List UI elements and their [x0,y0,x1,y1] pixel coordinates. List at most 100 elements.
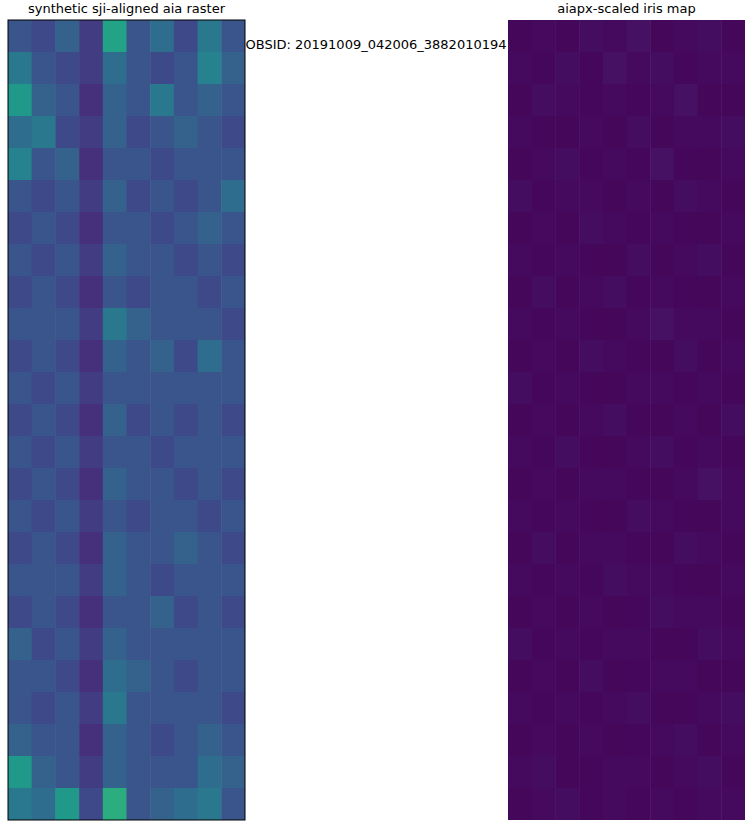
cell [627,308,651,341]
cell [79,660,103,693]
cell [674,404,698,437]
cell [603,788,627,820]
cell [508,84,532,117]
cell [55,180,79,213]
cell [8,340,32,373]
cell [555,308,579,341]
cell [127,212,151,245]
cell [127,724,151,757]
cell [103,756,127,789]
cell [627,532,651,565]
cell [627,436,651,469]
cell [32,468,56,501]
cell [532,404,556,437]
cell [721,596,745,629]
cell [174,500,198,533]
cell [198,660,222,693]
cell [103,532,127,565]
cell [198,244,222,277]
figure: synthetic sji-aligned aia rasteraiapx-sc… [0,0,745,825]
cell [650,628,674,661]
cell [198,724,222,757]
cell [650,692,674,725]
cell [579,436,603,469]
cell [55,628,79,661]
cell [555,52,579,85]
cell [698,308,722,341]
cell [32,660,56,693]
cell [55,692,79,725]
cell [603,724,627,757]
cell [174,756,198,789]
cell [603,628,627,661]
cell [532,52,556,85]
cell [79,180,103,213]
cell [127,404,151,437]
cell [627,180,651,213]
cell [508,340,532,373]
cell [174,692,198,725]
cell [221,276,245,309]
cell [579,180,603,213]
cell [221,52,245,85]
cell [721,372,745,405]
cell [221,212,245,245]
cell [532,340,556,373]
cell [150,20,174,53]
cell [32,148,56,181]
cell [603,180,627,213]
cell [721,564,745,597]
cell [150,788,174,820]
cell [508,436,532,469]
cell [698,660,722,693]
cell [627,564,651,597]
cell [698,84,722,117]
cell [508,788,532,820]
cell [698,244,722,277]
cell [150,276,174,309]
cell [8,660,32,693]
cell [698,404,722,437]
cell [198,372,222,405]
cell [698,436,722,469]
cell [698,20,722,53]
cell [627,724,651,757]
cell [674,116,698,149]
cell [79,116,103,149]
cell [32,180,56,213]
cell [579,20,603,53]
cell [579,308,603,341]
cell [698,596,722,629]
cell [198,20,222,53]
cell [79,276,103,309]
cell [627,148,651,181]
cell [603,148,627,181]
cell [674,84,698,117]
cell [532,660,556,693]
cell [127,596,151,629]
cell [650,564,674,597]
cell [650,500,674,533]
cell [150,372,174,405]
cell [508,308,532,341]
cell [650,116,674,149]
cell [79,500,103,533]
cell [579,340,603,373]
cell [579,116,603,149]
cell [127,500,151,533]
frame [8,20,245,820]
cell [627,340,651,373]
cell [103,276,127,309]
cell [579,532,603,565]
cell [150,148,174,181]
cell [650,788,674,820]
cell [532,788,556,820]
cell [221,84,245,117]
cell [198,628,222,661]
cell [103,212,127,245]
cell [532,244,556,277]
cell [32,372,56,405]
cell [721,500,745,533]
cell [555,372,579,405]
cell [627,756,651,789]
